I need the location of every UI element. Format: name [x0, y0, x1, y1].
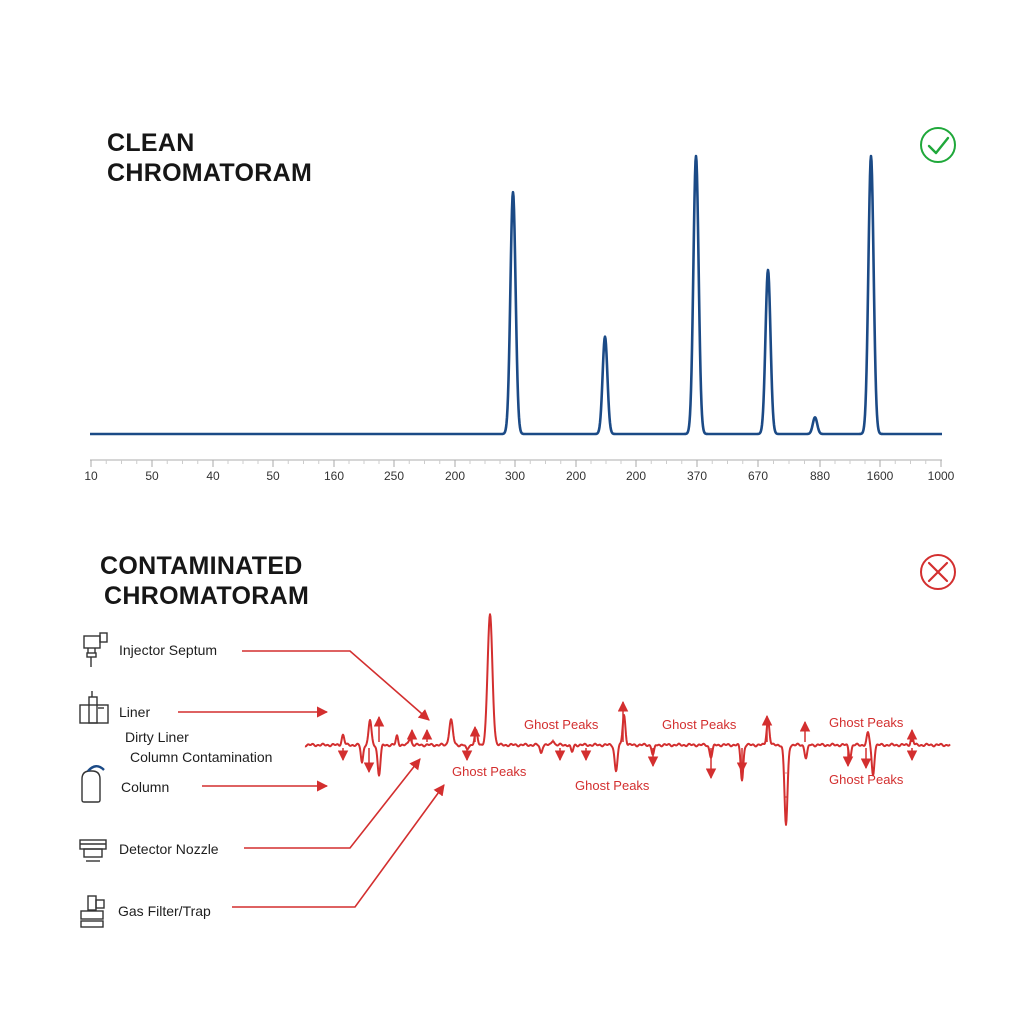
clean-peak-apex: [767, 269, 769, 271]
clean-x-tick-label: 1600: [867, 469, 894, 483]
ghost-peak-apex: [741, 779, 743, 781]
ghost-peak-labels: Ghost Peaks Ghost Peaks Ghost Peaks Ghost P…: [452, 715, 904, 793]
contaminated-title-line1: CONTAMINATED: [100, 552, 303, 580]
ghost-peaks: [342, 614, 913, 798]
gas-filter-arrow: [232, 784, 445, 908]
source-pointer-arrows: [178, 650, 445, 908]
clean-x-tick-label: 10: [84, 469, 98, 483]
clean-x-ticks: 10 50 40 50 160 250 200 300 200 200 370 670 880 1600 1…: [84, 460, 955, 483]
clean-x-tick-label: 880: [810, 469, 830, 483]
contaminated-trace-line: [304, 613, 951, 826]
ghost-peaks-label: Ghost Peaks: [662, 717, 737, 732]
source-label-dirty-liner: Dirty Liner: [125, 729, 189, 745]
source-label-column: Column: [121, 779, 169, 795]
contaminated-title-line2: CHROMATORAM: [104, 582, 310, 610]
clean-peak-apex: [604, 335, 606, 338]
ghost-peak-apex: [378, 774, 380, 776]
ghost-peak-apex: [615, 770, 617, 772]
ghost-peak-apex: [450, 719, 452, 721]
liner-icon: [79, 691, 109, 724]
injector-septum-arrow: [242, 650, 430, 721]
source-label-gas-filter-trap: Gas Filter/Trap: [118, 903, 211, 919]
ghost-peak-apex: [396, 735, 398, 737]
clean-x-tick-label: 370: [687, 469, 707, 483]
main-peak-apex: [489, 614, 491, 616]
ghost-peak-apex: [571, 751, 573, 753]
clean-x-tick-label: 200: [445, 469, 465, 483]
clean-x-tick-label: 200: [626, 469, 646, 483]
source-label-column-contamination: Column Contamination: [130, 749, 272, 765]
clean-x-tick-label: 50: [145, 469, 159, 483]
clean-title-line2: CHROMATORAM: [107, 159, 313, 187]
ghost-peaks-label: Ghost Peaks: [524, 717, 599, 732]
detector-nozzle-arrow: [244, 758, 421, 849]
ghost-peak-apex: [867, 732, 869, 734]
ghost-peak-apex: [342, 734, 344, 736]
clean-x-tick-label: 670: [748, 469, 768, 483]
injector-septum-icon: [83, 632, 108, 667]
clean-title-line1: CLEAN: [107, 129, 195, 157]
ghost-peak-arrows: [337, 700, 918, 780]
ghost-peaks-label: Ghost Peaks: [829, 772, 904, 787]
column-icon: [81, 765, 105, 803]
check-circle-icon: [920, 127, 956, 163]
ghost-peaks-label: Ghost Peaks: [829, 715, 904, 730]
clean-x-tick-label: 200: [566, 469, 586, 483]
clean-x-tick-label: 50: [266, 469, 280, 483]
ghost-peaks-label: Ghost Peaks: [452, 764, 527, 779]
ghost-peak-apex: [872, 774, 874, 776]
ghost-peak-apex: [849, 757, 851, 759]
clean-x-tick-label: 160: [324, 469, 344, 483]
ghost-peak-apex: [361, 762, 363, 764]
clean-chromatogram-title: CLEAN CHROMATORAM: [107, 128, 312, 188]
ghost-peak-apex: [785, 772, 787, 774]
source-label-liner: Liner: [119, 704, 150, 720]
detector-nozzle-icon: [79, 839, 107, 862]
ghost-peak-apex: [409, 737, 411, 739]
clean-x-tick-label: 1000: [928, 469, 955, 483]
clean-peaks: [512, 155, 872, 419]
clean-trace-line: [89, 154, 943, 436]
ghost-peak-apex: [552, 739, 554, 741]
x-circle-icon: [920, 554, 956, 590]
ghost-peak-apex: [785, 796, 787, 798]
clean-x-tick-label: 250: [384, 469, 404, 483]
ghost-peaks-label: Ghost Peaks: [575, 778, 650, 793]
clean-x-tick-label: 40: [206, 469, 220, 483]
gas-filter-icon: [80, 895, 105, 928]
contaminated-chromatogram-title: CONTAMINATED CHROMATORAM: [100, 551, 309, 611]
ghost-peak-apex: [369, 719, 371, 721]
clean-peak-apex: [814, 416, 816, 419]
clean-peak-apex: [512, 191, 514, 193]
ghost-peak-apex: [805, 757, 807, 759]
clean-x-tick-label: 300: [505, 469, 525, 483]
ghost-peak-apex: [540, 752, 542, 754]
clean-peak-apex: [695, 155, 697, 157]
source-label-detector-nozzle: Detector Nozzle: [119, 841, 219, 857]
source-label-injector-septum: Injector Septum: [119, 642, 217, 658]
clean-peak-apex: [870, 155, 872, 157]
